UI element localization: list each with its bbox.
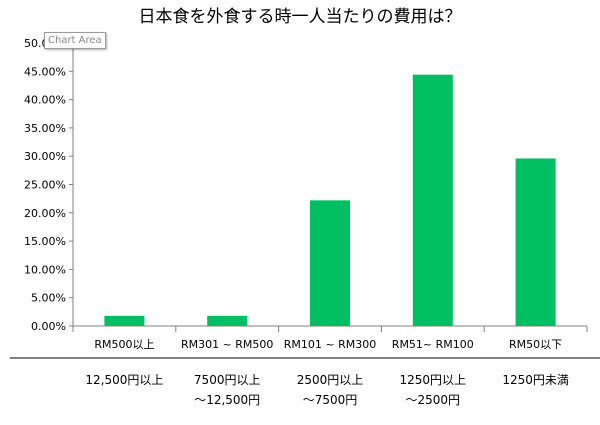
- y-tick-label: 45.00%: [24, 65, 66, 78]
- x-tick-label: RM51~ RM100: [392, 338, 474, 351]
- yen-range-label: 7500円以上: [194, 373, 261, 387]
- yen-range-label: ～7500円: [303, 393, 358, 407]
- yen-range-label: 12,500円以上: [85, 373, 163, 387]
- bar: [412, 74, 453, 326]
- y-tick-label: 30.00%: [24, 150, 66, 163]
- bar: [515, 158, 556, 326]
- x-tick-label: RM301 ~ RM500: [181, 338, 273, 351]
- yen-range-label: 2500円以上: [297, 373, 364, 387]
- x-tick-label: RM50以下: [509, 338, 562, 351]
- y-tick-label: 10.00%: [24, 263, 66, 276]
- y-tick-label: 15.00%: [24, 235, 66, 248]
- yen-range-label: 1250円以上: [400, 373, 467, 387]
- bar: [104, 315, 145, 326]
- y-tick-label: 20.00%: [24, 207, 66, 220]
- yen-range-label: ～12,500円: [194, 393, 260, 407]
- yen-range-label: ～2500円: [406, 393, 461, 407]
- x-tick-label: RM101 ~ RM300: [284, 338, 376, 351]
- y-tick-label: 35.00%: [24, 122, 66, 135]
- x-tick-label: RM500以上: [94, 338, 154, 351]
- y-tick-label: 5.00%: [31, 292, 66, 305]
- chart-area-tooltip: Chart Area: [44, 32, 106, 49]
- y-tick-label: 0.00%: [31, 320, 66, 333]
- chart-title: 日本食を外食する時一人当たりの費用は？: [139, 7, 462, 27]
- yen-range-label: 1250円未満: [502, 373, 569, 387]
- bar: [310, 200, 350, 326]
- y-tick-label: 40.00%: [24, 94, 66, 107]
- y-tick-label: 25.00%: [24, 179, 66, 192]
- bar: [207, 315, 248, 326]
